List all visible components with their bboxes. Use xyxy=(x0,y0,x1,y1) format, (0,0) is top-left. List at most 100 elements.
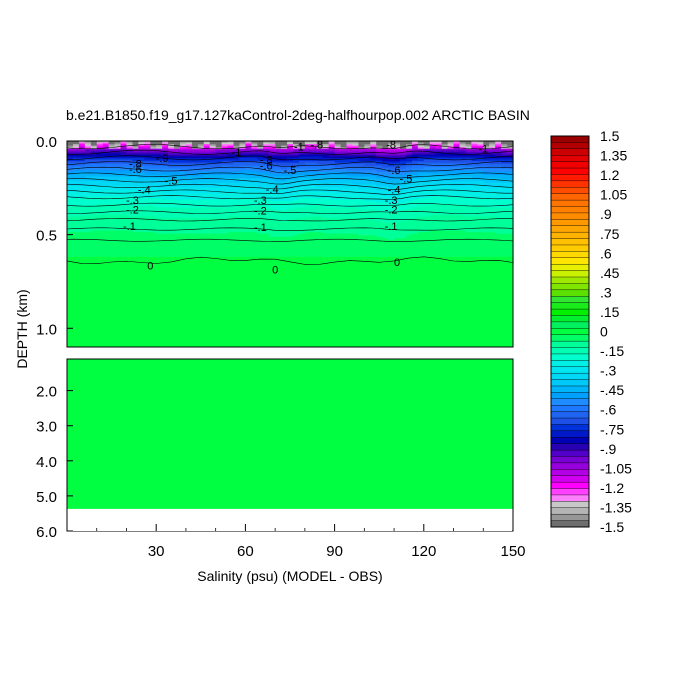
field-cell xyxy=(376,162,383,165)
field-cell xyxy=(346,193,354,196)
field-cell xyxy=(281,148,288,151)
field-cell xyxy=(483,208,490,212)
field-cell xyxy=(287,236,294,239)
field-cell xyxy=(67,239,74,243)
field-cell xyxy=(156,241,163,244)
field-cell xyxy=(191,157,199,161)
field-cell xyxy=(102,213,110,216)
field-cell xyxy=(298,236,306,239)
field-cell xyxy=(102,168,110,171)
field-cell xyxy=(114,232,122,235)
field-cell xyxy=(400,179,407,182)
upper-depth-panel: 0 00-.1 -.1 -.1-.2 -.2 -.2-.3 -.3 -.3-.4 -.4 -.4-… xyxy=(66,140,514,348)
field-cell xyxy=(263,182,270,185)
field-cell xyxy=(388,181,395,184)
field-cell xyxy=(376,232,383,235)
field-cell xyxy=(287,224,294,227)
field-cell xyxy=(340,210,348,213)
field-cell xyxy=(405,233,413,236)
field-cell xyxy=(78,213,86,216)
field-cell xyxy=(441,222,449,226)
field-cell xyxy=(405,213,413,216)
field-cell xyxy=(233,196,241,199)
field-cell xyxy=(388,233,395,236)
field-cell xyxy=(84,233,92,236)
field-cell xyxy=(108,198,116,201)
field-cell xyxy=(489,219,496,222)
field-cell xyxy=(328,232,336,235)
field-cell xyxy=(281,225,288,229)
field-cell xyxy=(489,193,496,196)
field-cell xyxy=(322,224,330,227)
field-cell xyxy=(275,199,282,202)
field-cell xyxy=(382,165,389,168)
field-cell xyxy=(150,232,157,235)
field-cell xyxy=(275,233,282,236)
field-cell xyxy=(310,241,318,244)
field-cell xyxy=(221,162,229,165)
field-cell xyxy=(400,185,407,188)
field-cell xyxy=(257,164,264,167)
field-cell xyxy=(316,174,324,178)
field-cell xyxy=(233,236,241,239)
field-cell xyxy=(507,185,514,188)
field-cell xyxy=(96,230,104,233)
field-cell xyxy=(263,195,270,198)
field-cell xyxy=(179,215,187,218)
field-cell xyxy=(203,239,211,243)
field-cell xyxy=(400,236,407,239)
field-cell xyxy=(507,218,514,221)
field-cell xyxy=(364,202,371,205)
field-cell xyxy=(209,224,217,227)
field-cell xyxy=(168,218,175,221)
field-cell xyxy=(191,148,199,151)
field-cell xyxy=(269,162,276,165)
field-cell xyxy=(477,159,484,162)
field-cell xyxy=(179,196,187,199)
field-cell xyxy=(275,212,282,215)
field-cell xyxy=(138,222,145,226)
field-cell xyxy=(251,182,258,185)
field-cell xyxy=(120,171,128,175)
field-cell xyxy=(287,174,294,178)
field-cell xyxy=(191,191,199,195)
field-cell xyxy=(310,236,318,239)
field-cell xyxy=(67,170,74,173)
field-cell xyxy=(370,222,377,226)
field-cell xyxy=(292,221,300,224)
field-cell xyxy=(376,190,383,193)
field-cell xyxy=(364,159,371,162)
field-cell xyxy=(162,198,169,201)
field-cell xyxy=(292,164,300,167)
field-cell xyxy=(179,204,187,207)
field-cell xyxy=(316,142,324,145)
field-cell xyxy=(263,212,270,215)
field-cell xyxy=(108,153,116,156)
field-cell xyxy=(239,141,246,144)
field-cell xyxy=(269,201,276,204)
field-cell xyxy=(185,201,193,204)
field-cell xyxy=(144,184,151,187)
field-cell xyxy=(477,176,484,179)
field-cell xyxy=(78,230,86,233)
field-cell xyxy=(144,145,151,148)
field-cell xyxy=(358,201,365,204)
field-cell xyxy=(162,142,169,145)
field-cell xyxy=(417,151,425,154)
field-cell xyxy=(108,147,116,150)
field-cell xyxy=(203,181,211,184)
field-cell xyxy=(150,241,157,244)
field-cell xyxy=(275,190,282,193)
field-cell xyxy=(328,161,336,164)
field-cell xyxy=(168,151,175,154)
field-cell xyxy=(269,196,276,199)
field-cell xyxy=(495,213,502,216)
field-cell xyxy=(423,233,431,236)
field-cell xyxy=(334,159,342,162)
field-cell xyxy=(483,239,490,243)
field-cell xyxy=(358,241,365,244)
field-cell xyxy=(185,221,193,224)
field-cell xyxy=(72,221,80,224)
field-cell xyxy=(126,162,134,165)
field-cell xyxy=(459,230,467,233)
